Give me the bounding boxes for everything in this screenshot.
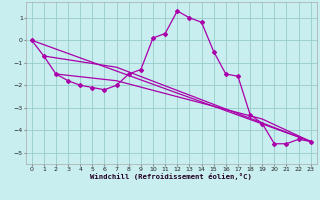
X-axis label: Windchill (Refroidissement éolien,°C): Windchill (Refroidissement éolien,°C) xyxy=(90,173,252,180)
